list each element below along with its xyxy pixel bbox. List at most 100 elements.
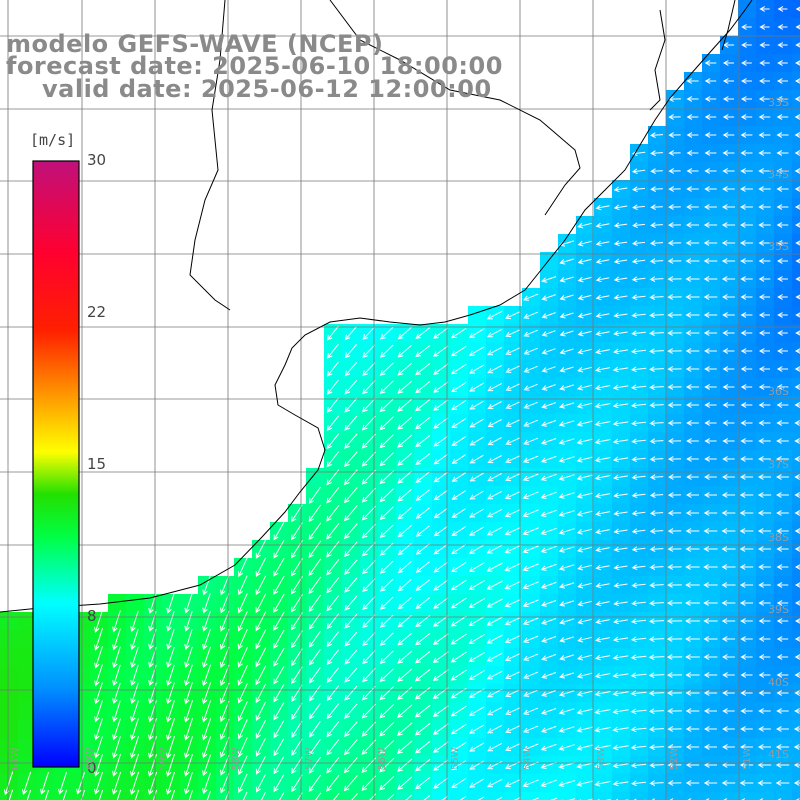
wind-arrow xyxy=(361,398,376,413)
wind-arrow xyxy=(577,330,592,337)
lat-label-34s: 34S xyxy=(768,168,789,181)
wind-arrow xyxy=(721,546,736,552)
wind-arrow xyxy=(775,762,790,768)
wind-arrow xyxy=(505,707,521,716)
wind-arrow xyxy=(576,474,593,481)
wind-arrow xyxy=(759,24,770,30)
wind-arrow xyxy=(361,739,377,755)
wind-arrow xyxy=(255,755,266,775)
wind-arrow xyxy=(721,762,735,768)
wind-arrow xyxy=(415,345,431,358)
wind-arrow xyxy=(613,564,628,571)
wind-arrow xyxy=(450,723,467,735)
wind-arrow xyxy=(255,701,267,722)
wind-arrow xyxy=(721,222,736,228)
wind-arrow xyxy=(361,721,376,737)
wind-arrow xyxy=(58,772,67,795)
wind-arrow xyxy=(450,633,467,645)
wind-arrow xyxy=(112,771,122,795)
wind-arrow xyxy=(523,401,538,409)
wind-arrow xyxy=(505,365,520,373)
wind-arrow xyxy=(612,672,629,679)
wind-arrow xyxy=(686,186,699,192)
wind-arrow xyxy=(758,150,771,156)
wind-arrow xyxy=(540,725,557,733)
wind-arrow xyxy=(468,346,485,356)
wind-arrow xyxy=(594,654,611,661)
wind-arrow xyxy=(630,402,647,409)
wind-arrow xyxy=(522,527,539,536)
wind-arrow xyxy=(739,780,754,786)
wind-cell xyxy=(108,594,127,613)
title-valid-date: valid date: 2025-06-12 12:00:00 xyxy=(42,75,492,103)
wind-arrow xyxy=(344,433,358,449)
wind-arrow xyxy=(558,780,576,787)
wind-arrow xyxy=(594,726,611,733)
wind-arrow xyxy=(704,438,717,444)
wind-arrow xyxy=(740,636,753,642)
wind-arrow xyxy=(166,664,175,687)
wind-arrow xyxy=(613,258,628,265)
wind-arrow xyxy=(220,773,230,794)
wind-arrow xyxy=(559,654,574,661)
wind-arrow xyxy=(777,42,788,48)
wind-arrow xyxy=(722,456,735,462)
wind-arrow xyxy=(741,798,746,800)
wind-arrow xyxy=(362,326,376,340)
wind-arrow xyxy=(487,760,503,770)
wind-arrow xyxy=(273,611,285,631)
wind-arrow xyxy=(613,474,628,481)
wind-arrow xyxy=(612,384,629,391)
wind-arrow xyxy=(740,186,753,192)
wind-arrow xyxy=(776,546,789,552)
wind-arrow xyxy=(577,600,592,607)
wind-arrow xyxy=(255,647,267,668)
wind-arrow xyxy=(469,364,485,374)
wind-arrow xyxy=(594,762,611,769)
wind-arrow xyxy=(758,258,771,264)
wind-arrow xyxy=(667,330,682,336)
wind-arrow xyxy=(758,420,771,426)
wind-arrow xyxy=(523,383,538,391)
wind-arrow xyxy=(414,686,431,700)
wind-arrow xyxy=(703,528,718,534)
wind-arrow xyxy=(758,294,771,300)
wind-arrow xyxy=(703,780,718,786)
wind-arrow xyxy=(794,348,800,354)
wind-cell xyxy=(702,792,721,800)
wind-cell xyxy=(0,666,19,685)
wind-arrow xyxy=(794,168,800,174)
lon-label-55w: 55W xyxy=(450,747,461,770)
wind-arrow xyxy=(704,726,717,732)
wind-arrow xyxy=(667,492,682,498)
wind-arrow xyxy=(379,775,395,791)
border-line xyxy=(329,0,581,216)
wind-arrow xyxy=(795,222,800,228)
wind-arrow xyxy=(486,598,503,608)
colorbar-tick-30: 30 xyxy=(87,151,107,169)
wind-cell xyxy=(18,720,37,739)
wind-arrow xyxy=(649,492,664,498)
wind-arrow xyxy=(630,384,647,391)
wind-arrow xyxy=(415,758,431,772)
wind-arrow xyxy=(112,718,121,741)
wind-arrow xyxy=(777,24,788,30)
wind-arrow xyxy=(308,630,321,648)
wind-arrow xyxy=(758,438,771,444)
wind-arrow xyxy=(397,398,413,412)
wind-arrow xyxy=(559,618,574,625)
wind-arrow xyxy=(415,633,431,646)
wind-arrow xyxy=(794,618,800,624)
wind-arrow xyxy=(468,670,485,680)
wind-arrow xyxy=(595,240,610,247)
wind-arrow xyxy=(722,132,735,138)
wind-arrow xyxy=(776,96,789,102)
wind-arrow xyxy=(721,780,736,786)
wind-arrow xyxy=(668,186,681,192)
lon-label-56w: 56W xyxy=(377,747,388,770)
wind-arrow xyxy=(776,222,789,228)
wind-arrow xyxy=(558,708,575,715)
wind-arrow xyxy=(415,381,431,394)
lon-label-51w: 51W xyxy=(742,747,753,770)
